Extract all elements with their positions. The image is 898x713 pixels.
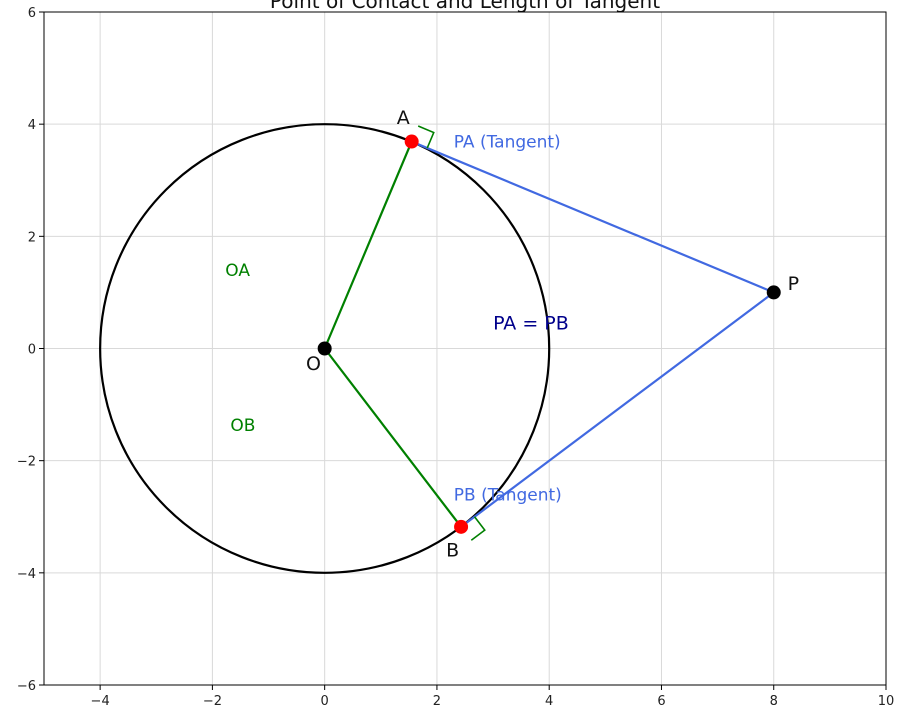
annotations: O P A B PA (Tangent) PB (Tangent) OA OB PA = PB [225, 107, 799, 561]
x-tick-label: −2 [203, 694, 222, 709]
x-tick-label: 8 [770, 694, 778, 709]
y-tick-label: −6 [17, 679, 36, 694]
ticks: −4 −2 0 2 4 6 8 10 −6 −4 −2 0 2 4 6 [17, 6, 894, 709]
annotation-2: OA [225, 261, 250, 281]
point-o [317, 341, 332, 356]
annotation-0: PA (Tangent) [454, 133, 561, 153]
x-tick-label: −4 [91, 694, 110, 709]
y-tick-label: −2 [17, 455, 36, 470]
grid [44, 11, 887, 686]
y-tick-label: 2 [28, 230, 36, 245]
right-angle-marker [417, 125, 435, 149]
y-tick-label: −4 [17, 567, 36, 582]
point-p [766, 285, 781, 300]
point-b [454, 519, 469, 534]
x-tick-label: 4 [545, 694, 553, 709]
geometry [99, 123, 775, 574]
point-a [404, 134, 419, 149]
point-label-p: P [788, 273, 799, 295]
circle [99, 123, 551, 574]
annotation-1: PB (Tangent) [454, 485, 562, 505]
annotation-4: PA = PB [493, 312, 569, 334]
segment-pa [410, 140, 775, 294]
x-tick-label: 2 [433, 694, 441, 709]
point-label-o: O [306, 353, 321, 375]
right-angle-marker [470, 516, 486, 541]
point-label-a: A [397, 107, 410, 129]
chart-title: Point of Contact and Length of Tangent [270, 0, 660, 13]
points [317, 134, 781, 534]
y-tick-label: 6 [28, 6, 36, 21]
annotation-3: OB [230, 416, 255, 436]
y-tick-label: 0 [28, 343, 36, 358]
x-tick-label: 10 [878, 694, 895, 709]
segment-oa [323, 140, 413, 350]
x-tick-label: 6 [657, 694, 665, 709]
y-tick-label: 4 [28, 118, 36, 133]
segment-pb [459, 291, 775, 528]
x-tick-label: 0 [321, 694, 329, 709]
point-label-b: B [446, 539, 459, 561]
segment-ob [323, 347, 463, 528]
